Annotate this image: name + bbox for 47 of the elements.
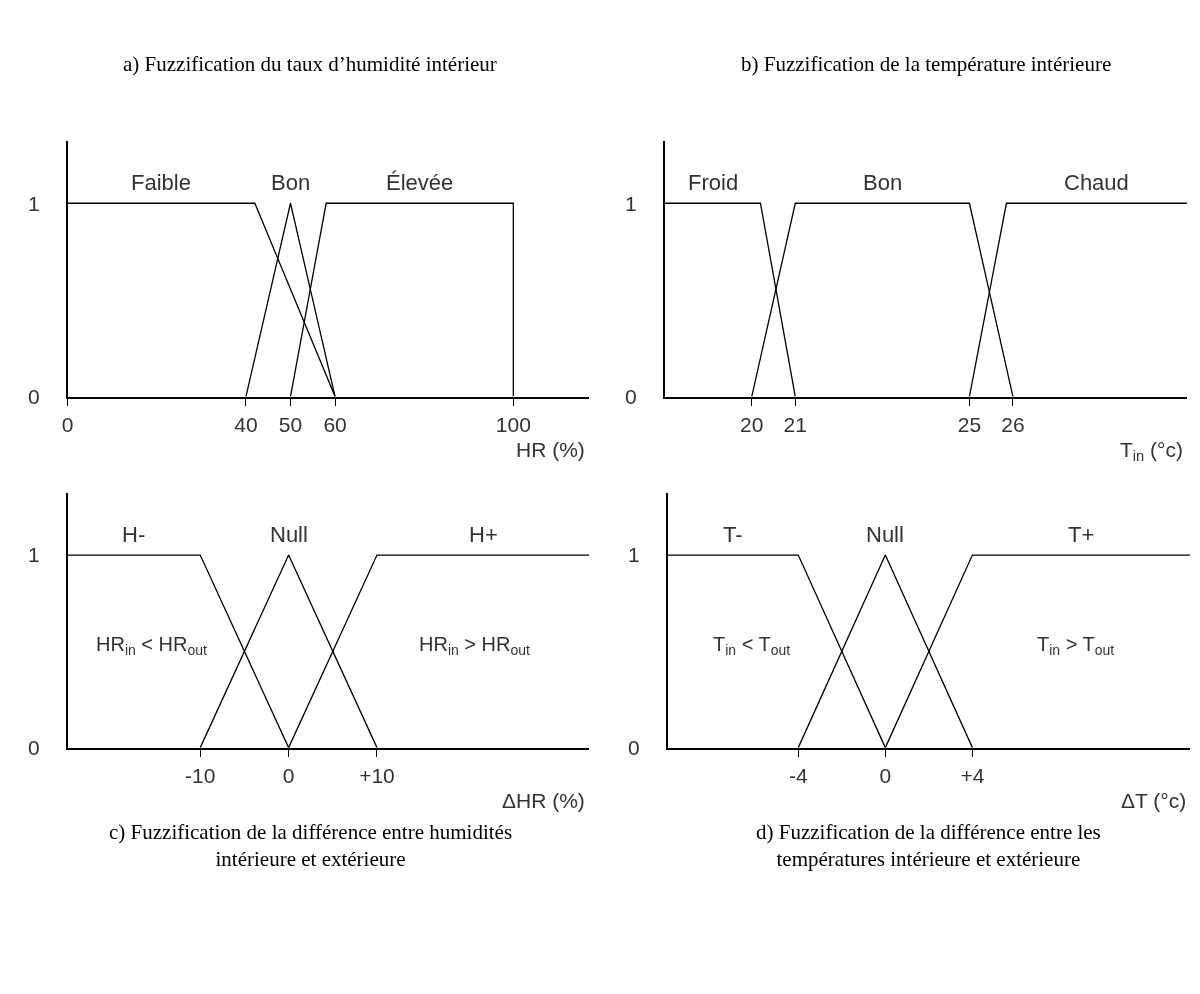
series-label: Null bbox=[866, 522, 904, 547]
x-tick-label: 60 bbox=[323, 412, 347, 436]
annotation: T$_{in}$ > T$_{out}$ bbox=[1037, 633, 1115, 659]
y-tick-label: 1 bbox=[28, 543, 40, 567]
annotation: HR$_{in}$ < HR$_{out}$ bbox=[96, 633, 208, 659]
y-tick-label: 1 bbox=[628, 543, 640, 567]
x-tick-label: 50 bbox=[278, 412, 303, 436]
chart-title: b) Fuzzification de la température intérieure bbox=[741, 52, 1112, 76]
x-tick-label: 0 bbox=[61, 412, 74, 436]
x-tick-label: 0 bbox=[879, 763, 892, 787]
x-tick-label: +10 bbox=[359, 763, 395, 787]
series-label: H+ bbox=[469, 522, 498, 547]
series-label: Froid bbox=[688, 170, 739, 195]
series-label: Élevée bbox=[386, 170, 454, 195]
y-tick-label: 0 bbox=[625, 384, 637, 408]
x-axis-title: T$_{in}$ (°c) bbox=[1120, 438, 1183, 465]
y-tick-label: 0 bbox=[28, 735, 40, 759]
series-label: H- bbox=[122, 522, 146, 547]
series-label: T+ bbox=[1068, 522, 1095, 547]
x-tick-label: 21 bbox=[783, 412, 807, 436]
x-tick-label: +4 bbox=[960, 763, 985, 787]
series-label: Faible bbox=[131, 170, 191, 195]
series-label: T- bbox=[723, 522, 743, 547]
x-tick-label: 26 bbox=[1001, 412, 1025, 436]
y-tick-label: 0 bbox=[628, 735, 640, 759]
text: c) Fuzzification de la différence entre humidités intérieure et extérieure bbox=[109, 820, 513, 872]
x-tick-label: -10 bbox=[185, 763, 216, 787]
y-tick-label: 1 bbox=[625, 191, 637, 215]
chart-title: a) Fuzzification du taux d’humidité intérieur bbox=[123, 52, 497, 76]
x-tick-label: 20 bbox=[740, 412, 764, 436]
series-label: Bon bbox=[863, 170, 903, 195]
y-tick-label: 1 bbox=[28, 191, 40, 215]
x-axis-title: ΔHR (%) bbox=[502, 789, 585, 812]
x-tick-label: 40 bbox=[234, 412, 258, 436]
series-label: Chaud bbox=[1064, 170, 1129, 195]
x-axis-title: ΔT (°c) bbox=[1121, 789, 1187, 812]
x-tick-label: 0 bbox=[282, 763, 295, 787]
series-label: Null bbox=[270, 522, 308, 547]
series-label: Bon bbox=[271, 170, 311, 195]
x-tick-label: -4 bbox=[788, 763, 808, 787]
text: d) Fuzzification de la différence entre les températures intérieure et extérieure bbox=[756, 820, 1101, 872]
annotation: T$_{in}$ < T$_{out}$ bbox=[713, 633, 791, 659]
y-tick-label: 0 bbox=[28, 384, 40, 408]
x-axis-title: HR (%) bbox=[516, 438, 585, 461]
x-tick-label: 25 bbox=[957, 412, 982, 436]
annotation: HR$_{in}$ > HR$_{out}$ bbox=[419, 633, 531, 659]
x-tick-label: 100 bbox=[495, 412, 531, 436]
